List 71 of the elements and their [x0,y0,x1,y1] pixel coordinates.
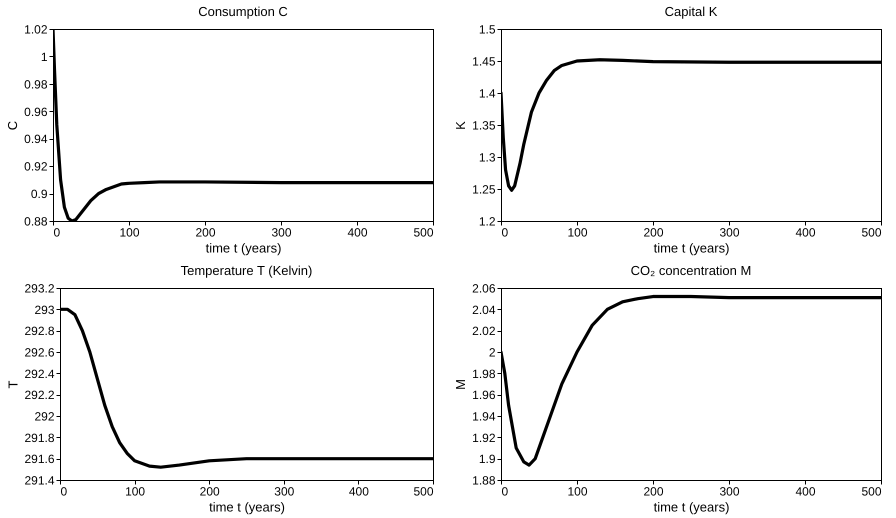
x-tick-label: 300 [719,484,740,498]
chart-title: Consumption C [198,4,288,19]
x-tick-label: 500 [413,484,434,498]
y-tick-label: 2.04 [472,302,496,317]
x-axis-title: time t (years) [654,500,730,514]
y-tick-label: 1 [40,50,48,64]
x-axis-title: time t (years) [654,240,730,256]
x-tick-label: 300 [274,484,295,498]
y-tick-label: 1.4 [478,86,496,100]
y-tick-label: 1.2 [478,214,496,228]
y-tick-label: 1.96 [472,388,496,402]
x-tick-label: 200 [643,226,664,240]
y-tick-label: 1.35 [472,118,496,132]
y-tick-label: 0.9 [30,187,48,202]
x-tick-label: 500 [413,226,434,240]
x-tick-label: 200 [195,226,216,240]
y-tick-label: 1.3 [478,150,496,164]
y-tick-label: 291.4 [24,474,55,488]
x-tick-label: 300 [719,226,740,240]
y-tick-label: 1.9 [478,452,496,466]
chart-title: CO₂ concentration M [630,263,752,278]
y-tick-label: 292.2 [24,388,55,402]
x-tick-label: 100 [567,226,588,240]
y-tick-label: 1.88 [472,474,496,488]
x-tick-label: 200 [643,484,664,498]
y-tick-label: 292.6 [24,346,55,360]
x-tick-label: 0 [60,484,68,498]
y-tick-label: 0.88 [24,214,48,228]
x-tick-label: 100 [567,484,588,498]
y-tick-label: 291.8 [24,430,55,445]
y-tick-label: 292.8 [24,324,55,338]
y-axis-title: M [453,379,468,390]
y-tick-label: 1.02 [24,22,48,36]
y-axis-title: T [5,380,20,388]
y-tick-label: 0.94 [24,132,48,146]
chart-title: Capital K [664,4,718,19]
y-tick-label: 1.94 [472,410,496,424]
y-axis-title: C [5,120,20,130]
y-tick-label: 0.98 [24,77,48,92]
x-tick-label: 0 [502,226,508,240]
y-tick-label: 2.06 [472,282,496,296]
x-tick-label: 500 [861,484,882,498]
x-axis-title: time t (years) [206,240,282,256]
x-tick-label: 200 [200,484,220,498]
x-tick-label: 0 [54,226,60,240]
y-tick-label: 2 [488,346,496,360]
y-tick-label: 1.25 [472,182,496,196]
chart-title: Temperature T (Kelvin) [180,263,312,278]
y-tick-label: 293.2 [24,282,55,296]
x-tick-label: 100 [125,484,146,498]
x-tick-label: 100 [119,226,140,240]
y-tick-label: 292 [34,410,55,424]
x-tick-label: 400 [795,226,816,240]
x-tick-label: 400 [348,484,370,498]
y-tick-label: 293 [34,302,55,317]
y-tick-label: 0.96 [24,104,48,119]
x-tick-label: 400 [795,484,816,498]
x-axis-title: time t (years) [209,500,285,514]
y-tick-label: 1.98 [472,366,496,381]
x-tick-label: 300 [271,226,292,240]
y-tick-label: 292.4 [24,366,55,381]
y-tick-label: 1.5 [478,22,496,36]
x-tick-label: 500 [861,226,882,240]
y-tick-label: 2.02 [472,324,496,338]
y-tick-label: 291.6 [24,452,55,466]
x-tick-label: 0 [502,484,508,498]
y-tick-label: 1.45 [472,54,496,68]
y-tick-label: 1.92 [472,430,496,445]
y-tick-label: 0.92 [24,160,48,174]
y-axis-title: K [453,120,468,130]
x-tick-label: 400 [347,226,368,240]
